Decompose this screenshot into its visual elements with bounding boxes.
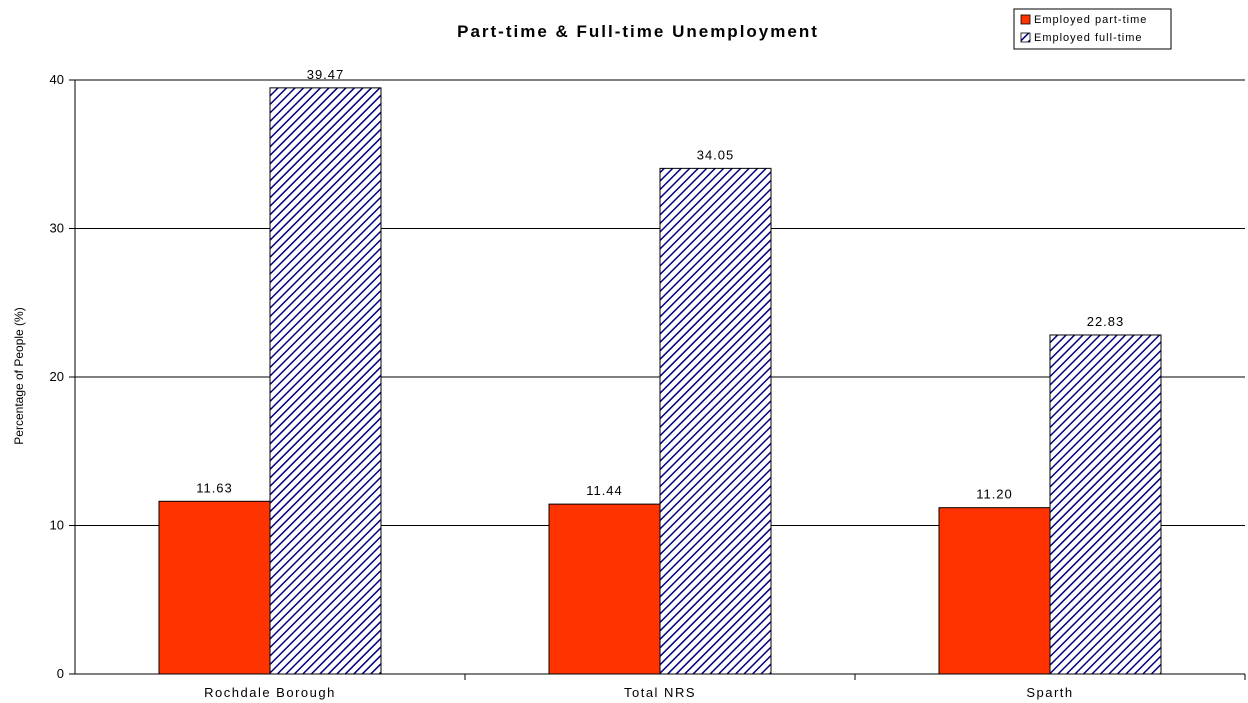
data-label: 39.47 [307,67,345,82]
y-tick-label: 10 [50,518,64,533]
legend-box [1013,8,1172,50]
x-tick-label: Sparth [1026,685,1073,700]
legend-label-full-time: Employed full-time [1034,32,1142,44]
bar-part-time [938,507,1051,675]
y-tick-label: 30 [50,221,64,236]
bars [158,87,1162,675]
data-label: 11.20 [976,487,1013,502]
x-tick-label: Total NRS [624,685,696,700]
bar-part-time [548,503,661,675]
data-label: 11.63 [196,480,233,495]
data-labels: 11.63 39.47 11.44 34.05 11.20 22.83 [196,67,1125,502]
x-tick-label: Rochdale Borough [204,685,336,700]
y-tick-label: 20 [50,369,64,384]
y-tick-label: 40 [50,72,64,87]
bar-full-time [1049,334,1162,675]
legend-swatch-full-time [1020,32,1031,43]
chart-title: Part-time & Full-time Unemployment [457,22,819,41]
bar-part-time [158,500,271,675]
bar-full-time [659,167,772,675]
legend: Employed part-time Employed full-time [1013,8,1172,50]
y-axis-ticks: 0 10 20 30 40 [50,72,75,681]
y-tick-label: 0 [57,666,64,681]
bar-full-time [269,87,382,675]
legend-swatch-part-time [1020,14,1031,25]
x-axis: Rochdale Borough Total NRS Sparth [74,80,1246,700]
data-label: 11.44 [586,483,623,498]
legend-label-part-time: Employed part-time [1034,14,1147,26]
y-axis-label: Percentage of People (%) [12,307,26,444]
data-label: 34.05 [697,147,735,162]
data-label: 22.83 [1087,314,1125,329]
